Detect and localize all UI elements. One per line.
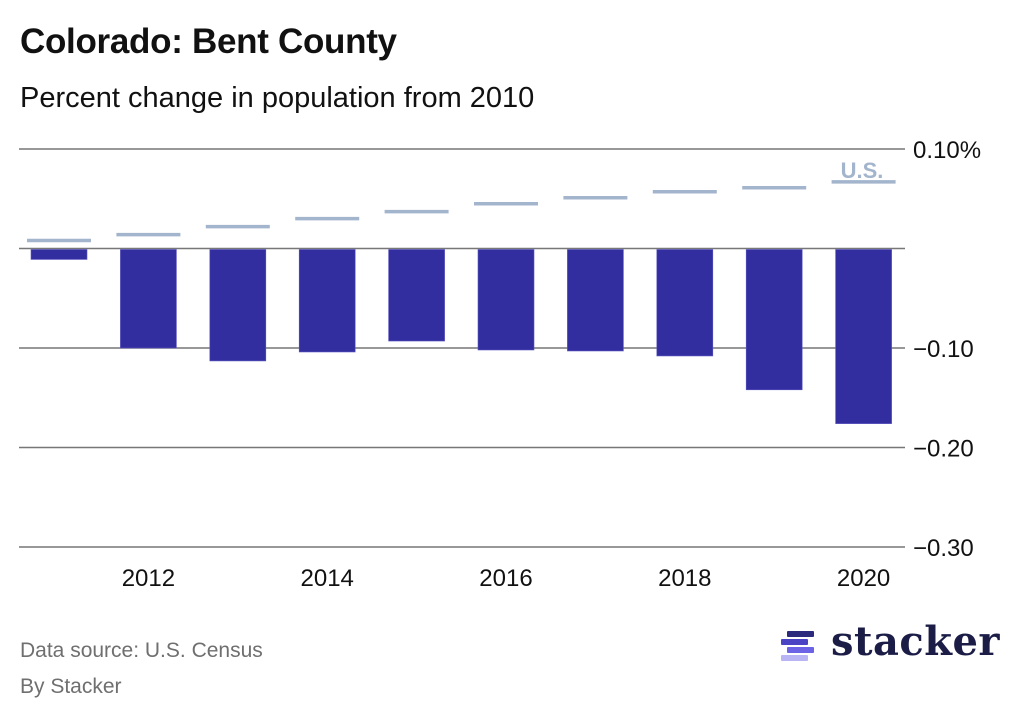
bar-chart: 0.10% −0.10 −0.20 −0.30 2012 2014 2016 2018 202… bbox=[19, 137, 981, 592]
byline: By Stacker bbox=[20, 675, 122, 698]
chart-subtitle: Percent change in population from 2010 bbox=[20, 82, 535, 114]
logo-bar-1 bbox=[787, 631, 814, 637]
bar-2011 bbox=[30, 249, 88, 260]
data-source: Data source: U.S. Census bbox=[20, 639, 263, 662]
y-tick-label: 0.10% bbox=[913, 137, 981, 164]
us-reference-lines bbox=[27, 180, 896, 243]
logo-bar-3 bbox=[787, 647, 814, 653]
y-tick-label: −0.30 bbox=[913, 535, 974, 562]
y-tick-label: −0.20 bbox=[913, 436, 974, 463]
stacker-logo[interactable]: stacker bbox=[779, 622, 1000, 663]
bar-2017 bbox=[567, 249, 624, 352]
bar-2020 bbox=[835, 249, 892, 424]
x-tick-label: 2018 bbox=[658, 565, 711, 592]
x-tick-label: 2020 bbox=[837, 565, 890, 592]
chart-title: Colorado: Bent County bbox=[20, 22, 397, 61]
bar-2012 bbox=[120, 249, 177, 349]
x-axis-ticks: 2012 2014 2016 2018 2020 bbox=[122, 565, 891, 592]
x-tick-label: 2012 bbox=[122, 565, 175, 592]
us-series-label: U.S. bbox=[841, 158, 884, 183]
bar-2013 bbox=[209, 249, 267, 362]
y-axis-ticks: 0.10% −0.10 −0.20 −0.30 bbox=[913, 137, 981, 562]
bar-2015 bbox=[388, 249, 445, 342]
bars bbox=[30, 249, 892, 424]
logo-bar-2 bbox=[781, 639, 808, 645]
bar-2018 bbox=[656, 249, 714, 357]
stacker-logo-text: stacker bbox=[831, 618, 1001, 665]
bar-2019 bbox=[745, 249, 803, 391]
x-tick-label: 2016 bbox=[479, 565, 532, 592]
stacker-logo-icon bbox=[779, 627, 817, 663]
y-tick-label: −0.10 bbox=[913, 336, 974, 363]
bar-2016 bbox=[477, 249, 535, 351]
x-tick-label: 2014 bbox=[301, 565, 354, 592]
logo-bar-4 bbox=[781, 655, 808, 661]
bar-2014 bbox=[298, 249, 356, 353]
